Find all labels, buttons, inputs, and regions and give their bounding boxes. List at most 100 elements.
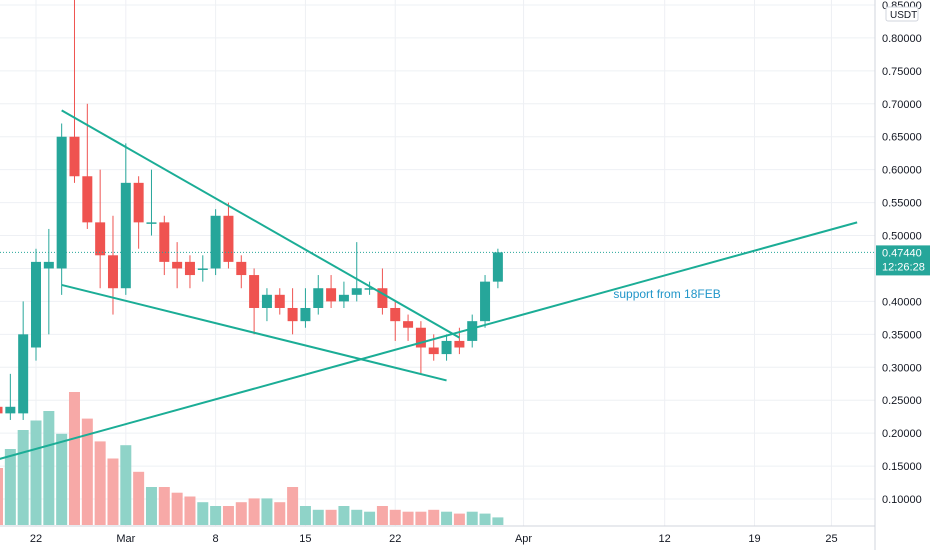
candle-body bbox=[95, 222, 106, 256]
candle-body bbox=[313, 288, 324, 308]
x-tick-label: Apr bbox=[515, 533, 532, 545]
y-tick-label: 0.20000 bbox=[882, 428, 922, 440]
volume-bars bbox=[0, 392, 504, 525]
x-tick-label: Mar bbox=[116, 533, 135, 545]
candle-body bbox=[82, 176, 93, 223]
y-tick-label: 0.40000 bbox=[882, 296, 922, 308]
price-axis[interactable]: 0.850000.800000.750000.700000.650000.600… bbox=[882, 0, 922, 506]
volume-bar bbox=[235, 502, 247, 525]
candle-body bbox=[467, 321, 478, 341]
volume-bar bbox=[56, 433, 68, 525]
y-tick-label: 0.75000 bbox=[882, 66, 922, 78]
candle-body bbox=[210, 215, 221, 269]
volume-bar bbox=[184, 496, 196, 525]
candle-body bbox=[390, 307, 401, 322]
candle-body bbox=[351, 288, 362, 295]
candle-body bbox=[172, 261, 183, 269]
lower-falling-trendline bbox=[61, 283, 447, 382]
x-tick-label: 22 bbox=[389, 533, 401, 545]
candle-body bbox=[236, 261, 247, 276]
y-tick-label: 0.80000 bbox=[882, 33, 922, 45]
candle-body bbox=[338, 294, 349, 302]
candle-body bbox=[415, 327, 426, 348]
volume-bar bbox=[120, 445, 132, 525]
volume-bar bbox=[248, 498, 260, 525]
y-tick-label: 0.60000 bbox=[882, 165, 922, 177]
x-tick-label: 19 bbox=[748, 533, 760, 545]
candle-body bbox=[364, 288, 375, 290]
volume-bar bbox=[94, 441, 106, 525]
candle-body bbox=[5, 406, 16, 414]
volume-bar bbox=[145, 487, 157, 525]
volume-bar bbox=[210, 506, 222, 525]
volume-bar bbox=[68, 392, 80, 525]
candle-body bbox=[107, 255, 118, 289]
volume-bar bbox=[30, 420, 42, 525]
y-tick-label: 0.30000 bbox=[882, 362, 922, 374]
candle-body bbox=[69, 136, 80, 177]
support-trendline bbox=[0, 221, 858, 460]
volume-bar bbox=[171, 492, 183, 525]
candle-body bbox=[31, 261, 41, 348]
y-tick-label: 0.55000 bbox=[882, 198, 922, 210]
candle-body bbox=[146, 222, 157, 224]
volume-bar bbox=[402, 511, 414, 525]
plot-background bbox=[0, 0, 875, 526]
y-tick-label: 0.10000 bbox=[882, 494, 922, 506]
candle-body bbox=[120, 182, 131, 289]
candles bbox=[0, 0, 503, 420]
volume-bar bbox=[479, 513, 491, 525]
x-tick-label: 22 bbox=[30, 533, 42, 545]
volume-bar bbox=[299, 506, 311, 525]
y-tick-label: 0.70000 bbox=[882, 99, 922, 111]
x-tick-label: 8 bbox=[213, 533, 219, 545]
volume-bar bbox=[492, 517, 504, 525]
candle-body bbox=[274, 294, 285, 308]
volume-bar bbox=[466, 511, 478, 525]
candle-body bbox=[133, 182, 144, 223]
volume-bar bbox=[107, 458, 119, 525]
x-tick-label: 15 bbox=[299, 533, 311, 545]
candle-body bbox=[480, 281, 491, 322]
y-tick-label: 0.35000 bbox=[882, 329, 922, 341]
y-tick-label: 0.50000 bbox=[882, 231, 922, 243]
volume-bar bbox=[287, 487, 299, 525]
volume-bar bbox=[197, 502, 209, 525]
volume-bar bbox=[81, 418, 93, 525]
volume-bar bbox=[222, 506, 234, 525]
upper-falling-trendline bbox=[61, 109, 460, 339]
y-tick-label: 0.65000 bbox=[882, 132, 922, 144]
volume-bar bbox=[17, 430, 29, 525]
candle-body bbox=[249, 275, 260, 308]
volume-bar bbox=[441, 511, 453, 525]
candle-body bbox=[184, 261, 195, 276]
y-tick-label: 0.15000 bbox=[882, 461, 922, 473]
volume-bar bbox=[389, 509, 401, 525]
x-tick-label: 12 bbox=[659, 533, 671, 545]
unit-label: USDT bbox=[890, 10, 917, 21]
volume-bar bbox=[274, 502, 286, 525]
volume-bar bbox=[312, 509, 324, 525]
time-axis[interactable]: 22 Mar 8 15 22 Apr 12 19 25 bbox=[30, 533, 838, 545]
y-tick-label: 0.25000 bbox=[882, 395, 922, 407]
x-tick-label: 25 bbox=[825, 533, 837, 545]
volume-bar bbox=[338, 506, 350, 525]
volume-bar bbox=[415, 511, 427, 525]
volume-bar bbox=[428, 509, 440, 525]
bar-countdown-label: 12:26:28 bbox=[882, 261, 925, 273]
candle-body bbox=[300, 307, 311, 322]
candle-body bbox=[428, 347, 439, 355]
volume-bar bbox=[364, 511, 376, 525]
trendlines bbox=[0, 109, 858, 460]
current-price-label: 0.47440 bbox=[882, 247, 922, 259]
candle-body bbox=[326, 288, 337, 302]
volume-bar bbox=[4, 449, 16, 525]
unit-badge: USDT bbox=[885, 6, 919, 22]
candle-body bbox=[223, 215, 234, 262]
volume-bar bbox=[158, 487, 170, 525]
candle-body bbox=[403, 321, 414, 328]
candle-body bbox=[197, 268, 208, 270]
candle-body bbox=[454, 340, 465, 348]
